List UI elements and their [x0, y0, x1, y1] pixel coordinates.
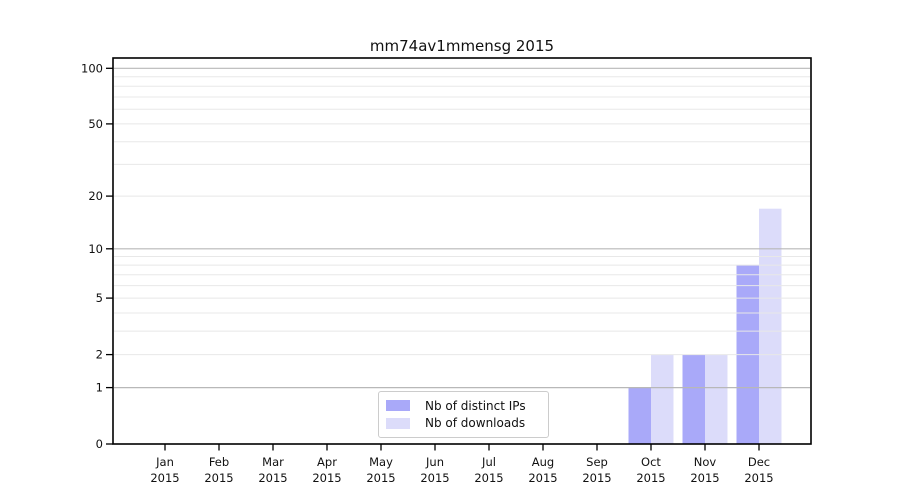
- y-tick-label: 1: [96, 381, 103, 395]
- x-tick-label-year: 2015: [690, 471, 719, 485]
- x-tick-label-year: 2015: [150, 471, 179, 485]
- legend-swatch-distinct-ips: [386, 400, 410, 412]
- y-tick-label: 0: [96, 437, 103, 451]
- bars-layer: [628, 208, 782, 444]
- legend-label-downloads: Nb of downloads: [425, 416, 526, 431]
- bar-nov-series1: [705, 354, 728, 444]
- bar-dec-series1: [759, 208, 782, 444]
- plot-border: [112, 57, 812, 445]
- x-tick-label-month: Jan: [155, 455, 174, 469]
- y-axis-labels: 0 1 2 5 10 20 50 100: [81, 61, 113, 451]
- chart-title: mm74av1mmensg 2015: [369, 37, 555, 55]
- bar-oct-series0: [628, 387, 651, 444]
- x-tick-label-month: May: [369, 455, 393, 469]
- y-tick-label: 2: [96, 348, 103, 362]
- x-tick-label-month: Apr: [317, 455, 337, 469]
- x-tick-label-year: 2015: [582, 471, 611, 485]
- legend-item-downloads: Nb of downloads: [385, 416, 540, 430]
- y-tick-label: 100: [81, 61, 103, 75]
- y-tick-label: 50: [88, 117, 103, 131]
- x-tick-label-month: Nov: [694, 455, 717, 469]
- x-tick-label-year: 2015: [258, 471, 287, 485]
- x-tick-label-month: Sep: [586, 455, 608, 469]
- x-tick-label-year: 2015: [636, 471, 665, 485]
- x-tick-label-month: Jun: [425, 455, 444, 469]
- x-tick-label-year: 2015: [744, 471, 773, 485]
- legend-item-distinct-ips: Nb of distinct IPs: [385, 399, 540, 413]
- x-tick-label-year: 2015: [528, 471, 557, 485]
- x-axis-labels: Jan 2015 Feb 2015 Mar 2015 Apr 2015 May 2015 Jun 20…: [150, 444, 774, 485]
- x-tick-label-year: 2015: [312, 471, 341, 485]
- x-tick-label-month: Feb: [209, 455, 229, 469]
- y-tick-label: 20: [88, 189, 103, 203]
- x-tick-label-year: 2015: [474, 471, 503, 485]
- legend-swatch-downloads: [386, 417, 410, 429]
- x-tick-label-month: Oct: [641, 455, 661, 469]
- x-tick-label-month: Jul: [481, 455, 496, 469]
- y-tick-label: 5: [96, 291, 103, 305]
- legend: Nb of distinct IPs Nb of downloads: [378, 391, 549, 438]
- legend-label-distinct-ips: Nb of distinct IPs: [425, 398, 526, 413]
- y-tick-label: 10: [88, 242, 103, 256]
- x-tick-label-year: 2015: [420, 471, 449, 485]
- bar-oct-series1: [651, 354, 674, 444]
- x-tick-label-year: 2015: [204, 471, 233, 485]
- gridlines-layer: [114, 67, 810, 389]
- x-tick-label-month: Mar: [262, 455, 284, 469]
- x-tick-label-year: 2015: [366, 471, 395, 485]
- x-tick-label-month: Aug: [532, 455, 554, 469]
- x-tick-label-month: Dec: [748, 455, 770, 469]
- bar-nov-series0: [682, 354, 705, 444]
